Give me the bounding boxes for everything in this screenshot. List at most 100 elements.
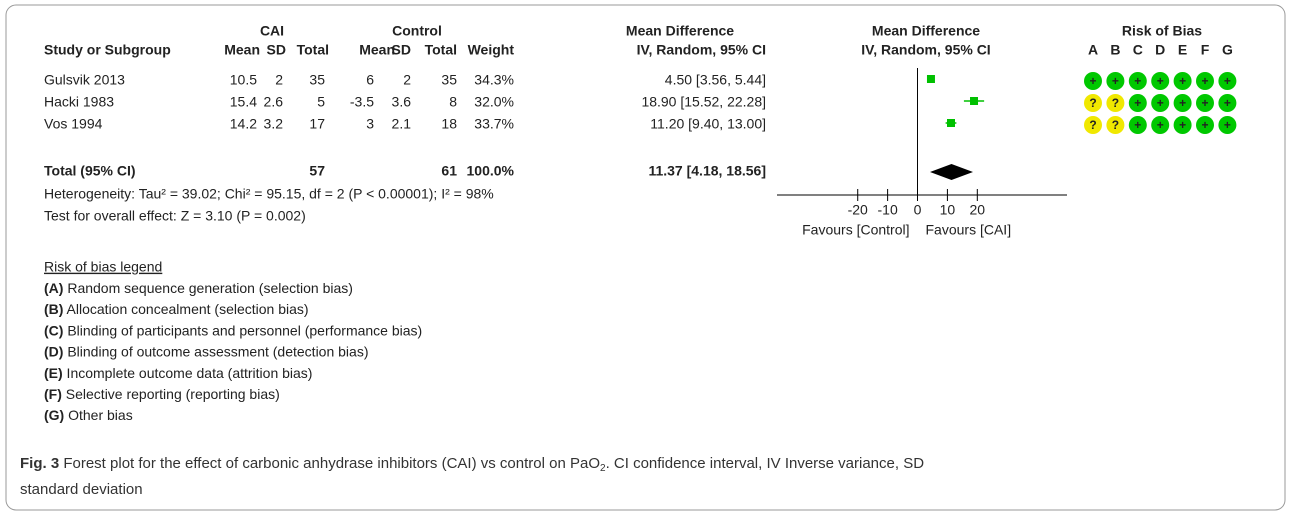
cell: 3.2 bbox=[264, 116, 284, 132]
rob-dot bbox=[1084, 72, 1102, 90]
total-cell: 100.0% bbox=[467, 163, 515, 179]
rob-letter: B bbox=[1110, 42, 1120, 58]
column-header: Total bbox=[425, 42, 457, 58]
rob-dot bbox=[1196, 72, 1214, 90]
plot-subtitle: IV, Random, 95% CI bbox=[861, 42, 990, 58]
rob-symbol: + bbox=[1134, 74, 1141, 88]
rob-symbol: + bbox=[1224, 96, 1231, 110]
legend-text: Incomplete outcome data (attrition bias) bbox=[63, 365, 313, 381]
heterogeneity: Heterogeneity: Tau² = 39.02; Chi² = 95.1… bbox=[44, 186, 494, 202]
column-header: Study or Subgroup bbox=[44, 42, 171, 58]
rob-symbol: ? bbox=[1112, 96, 1119, 110]
favours-left: Favours [Control] bbox=[802, 222, 909, 238]
rob-symbol: ? bbox=[1089, 96, 1096, 110]
cell: Gulsvik 2013 bbox=[44, 72, 125, 88]
x-tick-label: -10 bbox=[878, 202, 898, 218]
rob-dot bbox=[1128, 116, 1147, 134]
legend-text: Blinding of outcome assessment (detectio… bbox=[63, 343, 368, 359]
cell: 2.6 bbox=[264, 94, 284, 110]
cell: 35 bbox=[309, 72, 325, 88]
cell: 18 bbox=[441, 116, 457, 132]
rob-symbol: ? bbox=[1089, 118, 1096, 132]
rob-symbol: + bbox=[1134, 118, 1141, 132]
rob-symbol: + bbox=[1134, 96, 1141, 110]
effect-square bbox=[970, 97, 979, 105]
legend-letter: (B) bbox=[44, 301, 63, 317]
legend-text: Other bias bbox=[64, 407, 132, 423]
caption-sub: 2 bbox=[600, 463, 606, 474]
group-header: CAI bbox=[260, 23, 284, 39]
caption: Fig. 3 Forest plot for the effect of car… bbox=[20, 455, 924, 474]
rob-symbol: + bbox=[1201, 74, 1208, 88]
legend-text: Selective reporting (reporting bias) bbox=[62, 386, 280, 402]
rob-dot bbox=[1173, 116, 1192, 134]
cell: 6 bbox=[366, 72, 374, 88]
cell: 3.6 bbox=[392, 94, 412, 110]
column-header: SD bbox=[267, 42, 286, 58]
column-header: SD bbox=[392, 42, 411, 58]
rob-dot bbox=[1151, 72, 1170, 90]
legend-letter: (A) bbox=[44, 280, 63, 296]
column-header: Mean bbox=[224, 42, 260, 58]
effect-square bbox=[926, 75, 935, 83]
legend-letter: (G) bbox=[44, 407, 64, 423]
rob-letter: F bbox=[1201, 42, 1210, 58]
x-tick-label: 0 bbox=[914, 202, 922, 218]
legend-letter: (F) bbox=[44, 386, 62, 402]
rob-symbol: + bbox=[1112, 74, 1119, 88]
cell: 17 bbox=[309, 116, 325, 132]
rob-dot bbox=[1196, 94, 1214, 112]
rob-symbol: + bbox=[1224, 74, 1231, 88]
rob-letter: E bbox=[1178, 42, 1187, 58]
rob-dot bbox=[1084, 116, 1102, 134]
rob-dot bbox=[1173, 72, 1192, 90]
summary-diamond bbox=[930, 164, 974, 180]
rob-symbol: + bbox=[1201, 118, 1208, 132]
cell: 3 bbox=[366, 116, 374, 132]
cell: 8 bbox=[449, 94, 457, 110]
rob-symbol: ? bbox=[1112, 118, 1119, 132]
rob-symbol: + bbox=[1179, 74, 1186, 88]
legend-text: Random sequence generation (selection bi… bbox=[63, 280, 353, 296]
rob-dot bbox=[1128, 72, 1147, 90]
rob-symbol: + bbox=[1157, 96, 1164, 110]
cell: 11.20 [9.40, 13.00] bbox=[650, 116, 766, 132]
column-header: Weight bbox=[468, 42, 515, 58]
cell: 35 bbox=[441, 72, 457, 88]
legend-item: (A) Random sequence generation (selectio… bbox=[44, 280, 353, 296]
rob-dot bbox=[1218, 94, 1237, 112]
cell: 2 bbox=[275, 72, 283, 88]
legend-item: (F) Selective reporting (reporting bias) bbox=[44, 386, 280, 402]
x-tick-label: 20 bbox=[970, 202, 986, 218]
rob-letter: G bbox=[1222, 42, 1233, 58]
cell: 2.1 bbox=[392, 116, 412, 132]
legend-letter: (D) bbox=[44, 343, 63, 359]
legend-text: Blinding of participants and personnel (… bbox=[63, 322, 422, 338]
rob-symbol: + bbox=[1157, 118, 1164, 132]
cell: 4.50 [3.56, 5.44] bbox=[665, 72, 766, 88]
rob-dot bbox=[1084, 94, 1102, 112]
rob-letter: A bbox=[1088, 42, 1098, 58]
rob-symbol: + bbox=[1157, 74, 1164, 88]
caption-line: standard deviation bbox=[20, 481, 143, 498]
legend-letter: (C) bbox=[44, 322, 63, 338]
caption-text: . CI confidence interval, IV Inverse var… bbox=[606, 455, 925, 472]
x-tick-label: 10 bbox=[940, 202, 956, 218]
rob-dot bbox=[1106, 94, 1125, 112]
rob-letter: C bbox=[1133, 42, 1143, 58]
cell: 2 bbox=[403, 72, 411, 88]
cell: 33.7% bbox=[474, 116, 514, 132]
cell: 18.90 [15.52, 22.28] bbox=[641, 94, 766, 110]
rob-dot bbox=[1218, 116, 1237, 134]
legend-letter: (E) bbox=[44, 365, 63, 381]
rob-dot bbox=[1173, 94, 1192, 112]
plot-title: Mean Difference bbox=[872, 23, 980, 39]
rob-title: Risk of Bias bbox=[1122, 23, 1202, 39]
legend-item: (D) Blinding of outcome assessment (dete… bbox=[44, 343, 368, 359]
caption-text: Forest plot for the effect of carbonic a… bbox=[59, 455, 600, 472]
rob-dot bbox=[1218, 72, 1237, 90]
rob-dot bbox=[1106, 116, 1125, 134]
rob-symbol: + bbox=[1089, 74, 1096, 88]
column-header: Mean bbox=[359, 42, 395, 58]
